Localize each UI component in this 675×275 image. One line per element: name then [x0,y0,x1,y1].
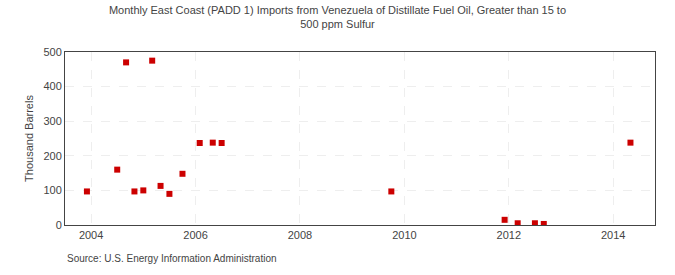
svg-text:2004: 2004 [79,229,103,241]
svg-text:100: 100 [43,184,61,196]
svg-text:0: 0 [56,219,62,231]
svg-text:500: 500 [43,46,61,58]
svg-text:300: 300 [43,115,61,127]
svg-text:Monthly East Coast (PADD 1) Im: Monthly East Coast (PADD 1) Imports from… [109,4,566,30]
svg-text:400: 400 [43,80,61,92]
svg-text:2006: 2006 [183,229,207,241]
svg-text:200: 200 [43,150,61,162]
svg-text:2012: 2012 [497,229,521,241]
svg-text:2008: 2008 [288,229,312,241]
svg-text:2014: 2014 [601,229,625,241]
svg-text:2010: 2010 [392,229,416,241]
svg-text:Source: U.S. Energy Informatio: Source: U.S. Energy Information Administ… [67,253,277,264]
svg-text:Thousand Barrels: Thousand Barrels [23,95,35,182]
